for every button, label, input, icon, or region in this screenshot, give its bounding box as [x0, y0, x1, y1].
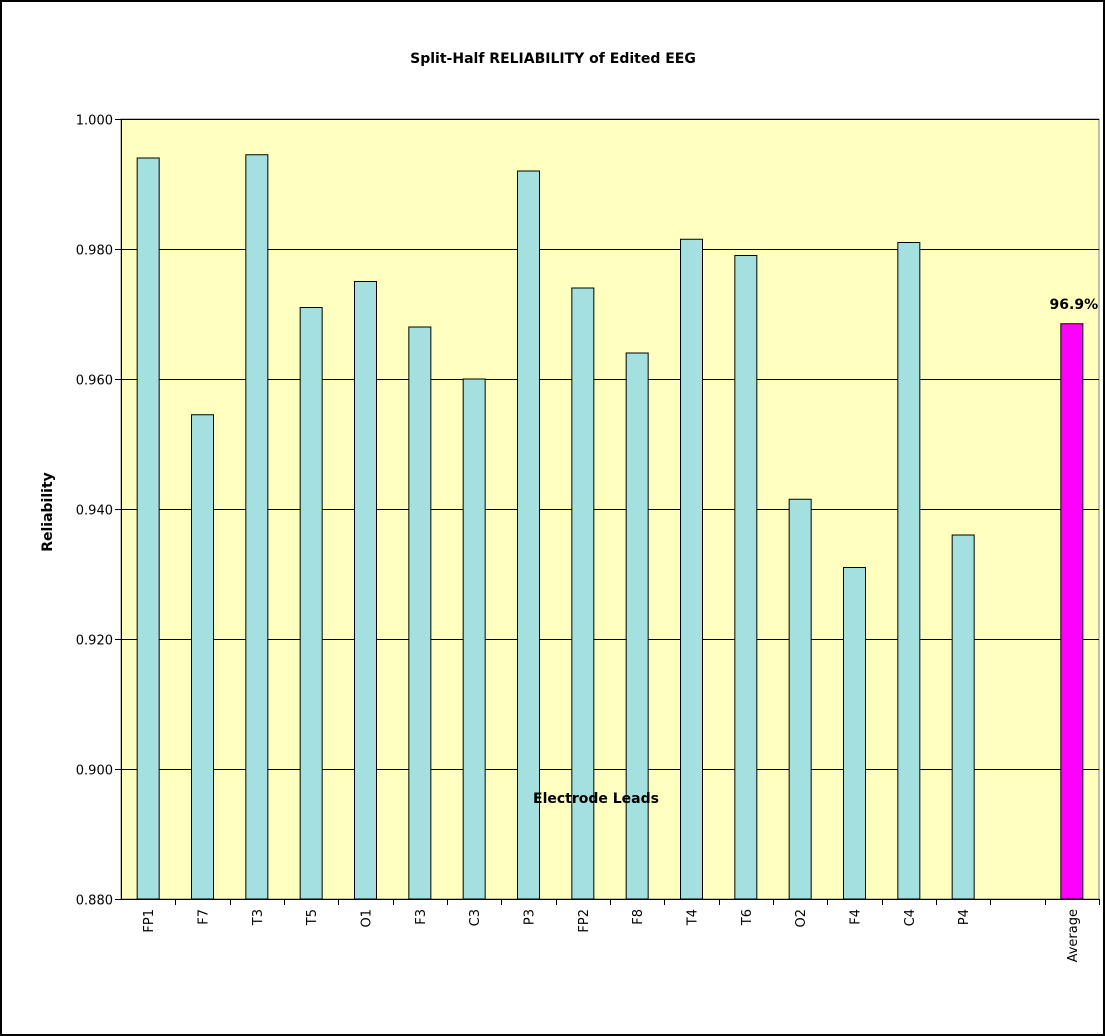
y-tick-label: 0.880	[76, 894, 113, 909]
bar-t5	[299, 307, 323, 900]
y-tick-label: 1.000	[76, 114, 113, 129]
y-axis-title: Reliability	[40, 472, 56, 552]
bar-f4	[843, 567, 866, 900]
bars	[136, 154, 1084, 900]
x-tick-label: T6	[740, 909, 755, 926]
x-tick-label: F4	[849, 909, 864, 925]
gridlines	[121, 119, 1099, 770]
bar-p4	[951, 534, 975, 900]
x-tick-label: T4	[686, 909, 701, 926]
data-label-average: 96.9%	[1050, 297, 1099, 313]
x-tick-labels: FP1 F7 T3 T5 O1 F3 C3 P3 FP2 F8 T4 T6 O2 F4 C4 P4 Averag…	[142, 909, 1081, 962]
data-labels: 96.9%	[1050, 297, 1099, 313]
x-tick-label: C4	[903, 909, 918, 926]
bar-o2	[788, 498, 812, 900]
bar-c4	[897, 242, 921, 900]
x-tick-label: T3	[251, 909, 266, 926]
bar-f7	[191, 414, 214, 900]
bar-average	[1060, 323, 1084, 900]
axes	[115, 119, 1100, 905]
x-tick-label: F8	[631, 909, 646, 925]
x-tick-label: O1	[360, 909, 375, 928]
x-tick-label: F3	[414, 909, 429, 925]
bar-fp1	[136, 157, 160, 900]
x-tick-label: FP1	[142, 909, 157, 933]
x-tick-label: O2	[794, 909, 809, 928]
y-tick-label: 0.920	[76, 634, 113, 649]
y-tick-label: 0.980	[76, 244, 113, 259]
bar-f3	[408, 326, 432, 900]
y-tick-label: 0.960	[76, 374, 113, 389]
x-tick-label: C3	[468, 909, 483, 926]
x-tick-label: T5	[305, 909, 320, 926]
bar-p3	[517, 170, 540, 900]
x-tick-label: Average	[1066, 909, 1081, 962]
bar-t4	[680, 238, 703, 900]
y-tick-label: 0.900	[76, 764, 113, 779]
bar-fp2	[571, 287, 595, 900]
y-tick-labels: 0.880 0.900 0.920 0.940 0.960 0.980 1.000	[76, 114, 113, 909]
y-tick-label: 0.940	[76, 504, 113, 519]
x-tick-label: FP2	[577, 909, 592, 933]
chart-title: Split-Half RELIABILITY of Edited EEG	[410, 51, 696, 67]
x-axis-title: Electrode Leads	[533, 791, 659, 807]
bar-f8	[625, 352, 649, 900]
bar-t3	[245, 154, 269, 900]
x-tick-label: F7	[197, 909, 212, 925]
x-tick-label: P3	[523, 909, 538, 925]
bar-c3	[462, 378, 486, 900]
bar-o1	[354, 281, 377, 900]
bar-t6	[734, 255, 758, 900]
x-tick-label: P4	[957, 909, 972, 925]
